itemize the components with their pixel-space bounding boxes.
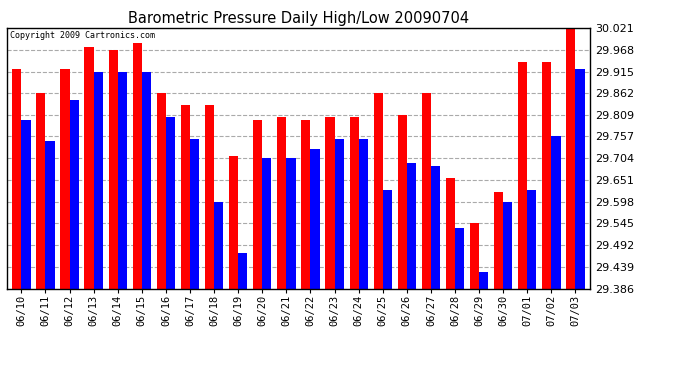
Bar <box>108 50 118 289</box>
Bar <box>575 69 584 289</box>
Bar <box>383 190 392 289</box>
Bar <box>253 120 262 289</box>
Bar <box>397 115 407 289</box>
Bar <box>70 100 79 289</box>
Bar <box>166 117 175 289</box>
Bar <box>205 105 214 289</box>
Title: Barometric Pressure Daily High/Low 20090704: Barometric Pressure Daily High/Low 20090… <box>128 10 469 26</box>
Bar <box>157 93 166 289</box>
Bar <box>373 93 383 289</box>
Bar <box>277 117 286 289</box>
Text: Copyright 2009 Cartronics.com: Copyright 2009 Cartronics.com <box>10 31 155 40</box>
Bar <box>494 192 503 289</box>
Bar <box>46 141 55 289</box>
Bar <box>407 163 416 289</box>
Bar <box>470 224 479 289</box>
Bar <box>181 105 190 289</box>
Bar <box>286 158 295 289</box>
Bar <box>12 69 21 289</box>
Bar <box>310 149 319 289</box>
Bar <box>503 202 513 289</box>
Bar <box>542 62 551 289</box>
Bar <box>479 272 489 289</box>
Bar <box>326 117 335 289</box>
Bar <box>350 117 359 289</box>
Bar <box>518 62 527 289</box>
Bar <box>551 136 560 289</box>
Bar <box>262 158 271 289</box>
Bar <box>190 139 199 289</box>
Bar <box>566 28 575 289</box>
Bar <box>61 69 70 289</box>
Bar <box>446 177 455 289</box>
Bar <box>359 139 368 289</box>
Bar <box>118 72 127 289</box>
Bar <box>527 190 536 289</box>
Bar <box>335 139 344 289</box>
Bar <box>422 93 431 289</box>
Bar <box>21 120 30 289</box>
Bar <box>455 228 464 289</box>
Bar <box>431 166 440 289</box>
Bar <box>132 43 142 289</box>
Bar <box>214 202 224 289</box>
Bar <box>94 72 103 289</box>
Bar <box>238 253 247 289</box>
Bar <box>37 93 46 289</box>
Bar <box>302 120 310 289</box>
Bar <box>84 47 94 289</box>
Bar <box>142 72 151 289</box>
Bar <box>229 156 238 289</box>
